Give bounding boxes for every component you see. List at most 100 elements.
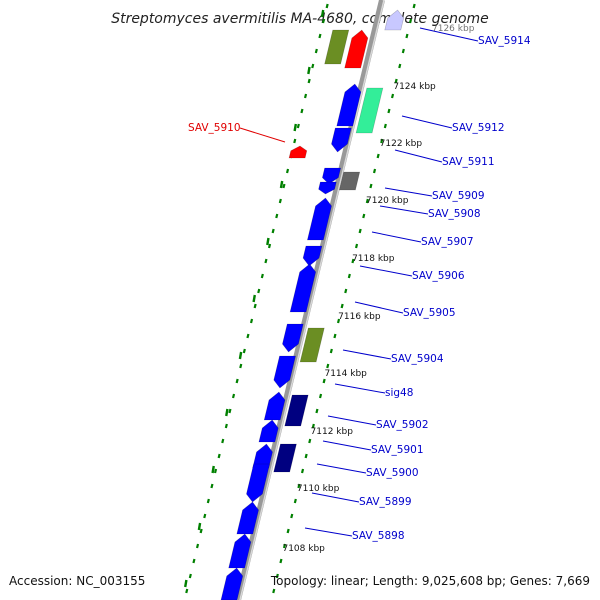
label-connector-line <box>342 349 392 360</box>
label-connector-line <box>311 492 360 503</box>
tick-mark-right <box>387 108 391 114</box>
gene-arrow <box>307 197 332 241</box>
gene-label[interactable]: SAV_5905 <box>403 307 456 319</box>
gene-label[interactable]: SAV_5899 <box>359 496 412 508</box>
tick-mark-left <box>321 18 326 24</box>
gene-label[interactable]: SAV_5908 <box>428 208 481 220</box>
tick-mark-right <box>297 483 301 489</box>
gene-arrow <box>258 419 279 443</box>
tick-mark-major <box>211 465 215 474</box>
gene-label[interactable]: SAV_5912 <box>452 122 505 134</box>
tick-mark-left <box>278 198 282 204</box>
tick-mark-left <box>188 573 192 579</box>
tick-mark-left <box>282 183 286 189</box>
tick-mark-major <box>252 294 256 303</box>
tick-mark-right <box>293 498 297 504</box>
tick-mark-right <box>279 558 283 564</box>
tick-mark-right <box>336 318 341 324</box>
backbone-line <box>235 0 385 600</box>
tick-mark-left <box>210 483 214 489</box>
tick-mark-right <box>329 348 333 354</box>
tick-mark-left <box>260 273 264 279</box>
tick-mark-left <box>192 558 196 564</box>
tick-mark-right <box>369 183 373 189</box>
tick-mark-right <box>383 123 387 129</box>
tick-mark-left <box>300 108 304 114</box>
tick-mark-right <box>340 303 344 309</box>
tick-mark-left <box>242 348 246 354</box>
gene-label[interactable]: SAV_5910 <box>188 122 241 134</box>
label-connector-line <box>322 440 372 451</box>
gene-arrow <box>288 145 308 159</box>
gene-arrow <box>339 171 361 191</box>
gene-arrow <box>331 127 352 153</box>
gene-arrow <box>289 263 317 313</box>
tick-mark-left <box>231 393 236 399</box>
tick-mark-major <box>197 522 202 531</box>
tick-mark-right <box>315 408 319 414</box>
tick-mark-right <box>408 18 413 24</box>
tick-mark-left <box>224 423 228 429</box>
tick-mark-left <box>199 528 203 534</box>
tick-mark-right <box>376 153 380 159</box>
label-connector-line <box>401 115 453 129</box>
tick-mark-right <box>275 573 279 579</box>
label-connector-line <box>316 463 367 474</box>
label-connector-line <box>394 149 443 163</box>
tick-mark-right <box>394 78 398 84</box>
gene-label[interactable]: SAV_5900 <box>366 467 419 479</box>
genome-summary-text: Topology: linear; Length: 9,025,608 bp; … <box>270 574 590 588</box>
gene-labels: SAV_5914 SAV_5912 SAV_5911 SAV_5910 SAV_5909… <box>188 35 531 542</box>
kbp-label: 7122 kbp <box>380 139 423 149</box>
gene-label[interactable]: SAV_5906 <box>412 270 465 282</box>
gene-label[interactable]: sig48 <box>385 387 413 399</box>
tick-mark-right <box>380 138 384 144</box>
tick-mark-left <box>257 288 261 294</box>
label-connector-line <box>327 415 377 426</box>
tick-mark-right <box>286 528 290 534</box>
label-connector-line <box>239 127 286 143</box>
gene-label[interactable]: SAV_5904 <box>391 353 444 365</box>
tick-mark-right <box>318 393 323 399</box>
gene-label[interactable]: SAV_5898 <box>352 530 405 542</box>
tick-mark-left <box>249 318 254 324</box>
tick-mark-left <box>206 498 210 504</box>
tick-mark-left <box>239 363 243 369</box>
tick-mark-left <box>217 453 221 459</box>
tick-mark-right <box>398 63 402 69</box>
gene-arrow <box>384 9 405 31</box>
kbp-label: 7114 kbp <box>324 369 367 379</box>
kbp-label: 7110 kbp <box>297 484 340 494</box>
tick-mark-right <box>344 288 348 294</box>
gene-label[interactable]: SAV_5907 <box>421 236 474 248</box>
gene-label[interactable]: SAV_5911 <box>442 156 495 168</box>
tick-mark-right <box>290 513 294 519</box>
gene-label[interactable]: SAV_5901 <box>371 444 424 456</box>
tick-mark-right <box>333 333 337 339</box>
tick-mark-left <box>275 213 279 219</box>
tick-mark-left <box>311 63 315 69</box>
gene-arrow <box>273 443 297 473</box>
gene-arrow <box>282 323 304 353</box>
tick-mark-right <box>304 453 308 459</box>
tick-mark-left <box>185 588 189 594</box>
label-connector-line <box>371 231 422 243</box>
gene-label[interactable]: SAV_5902 <box>376 419 429 431</box>
gene-arrow <box>324 29 350 65</box>
gene-arrow <box>336 83 362 127</box>
tick-mark-right <box>390 93 395 99</box>
tick-mark-major <box>225 408 229 417</box>
gene-label[interactable]: SAV_5914 <box>478 35 531 47</box>
tick-mark-left <box>246 333 250 339</box>
tick-mark-right <box>326 363 330 369</box>
gene-arrow <box>299 327 325 363</box>
gene-label[interactable]: SAV_5909 <box>432 190 485 202</box>
tick-mark-major <box>238 351 243 360</box>
tick-mark-left <box>228 408 232 414</box>
tick-mark-left <box>267 243 272 249</box>
tick-mark-left <box>318 33 322 39</box>
backbone-highlight <box>239 0 385 600</box>
tick-mark-right <box>372 168 377 174</box>
tick-mark-left <box>314 48 318 54</box>
